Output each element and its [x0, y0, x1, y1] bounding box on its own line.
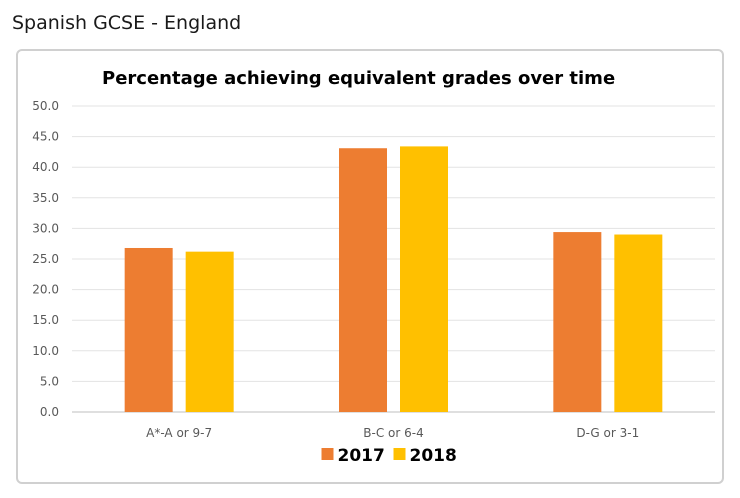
bars	[124, 146, 663, 412]
y-axis-ticks: 0.0 5.0 10.0 15.0 20.0 25.0 30.0 35.0 40.0 45.0 50…	[32, 99, 59, 419]
y-tick-label: 45.0	[32, 130, 59, 144]
y-tick-label: 40.0	[32, 160, 59, 174]
x-tick-label: B-C or 6-4	[363, 426, 423, 440]
x-axis-ticks: A*-A or 9-7 B-C or 6-4 D-G or 3-1	[146, 426, 639, 440]
bar-2017-2	[339, 148, 387, 412]
grid-layer	[72, 105, 715, 413]
y-tick-label: 25.0	[32, 252, 59, 266]
chart-title: Percentage achieving equivalent grades o…	[102, 68, 615, 89]
legend-swatch-2017	[321, 448, 334, 460]
legend-label-2017: 2017	[338, 446, 385, 466]
bar-2017-1	[124, 247, 173, 412]
y-tick-label: 50.0	[32, 99, 59, 113]
legend-swatch-2018	[393, 448, 406, 460]
x-tick-label: A*-A or 9-7	[146, 426, 212, 440]
y-tick-label: 15.0	[32, 313, 59, 327]
bar-2018-3	[614, 234, 663, 412]
bar-2018-1	[185, 251, 234, 412]
bar-2018-2	[400, 146, 448, 412]
y-tick-label: 35.0	[32, 191, 59, 205]
y-tick-label: 0.0	[40, 405, 59, 419]
x-tick-label: D-G or 3-1	[576, 426, 639, 440]
y-tick-label: 5.0	[40, 374, 59, 388]
legend-label-2018: 2018	[410, 446, 457, 466]
legend: 2017 2018	[321, 446, 457, 466]
y-tick-label: 20.0	[32, 283, 59, 297]
bar-2017-3	[553, 232, 602, 412]
page-title: Spanish GCSE - England	[12, 12, 242, 34]
y-tick-label: 30.0	[32, 221, 59, 235]
y-tick-label: 10.0	[32, 344, 59, 358]
